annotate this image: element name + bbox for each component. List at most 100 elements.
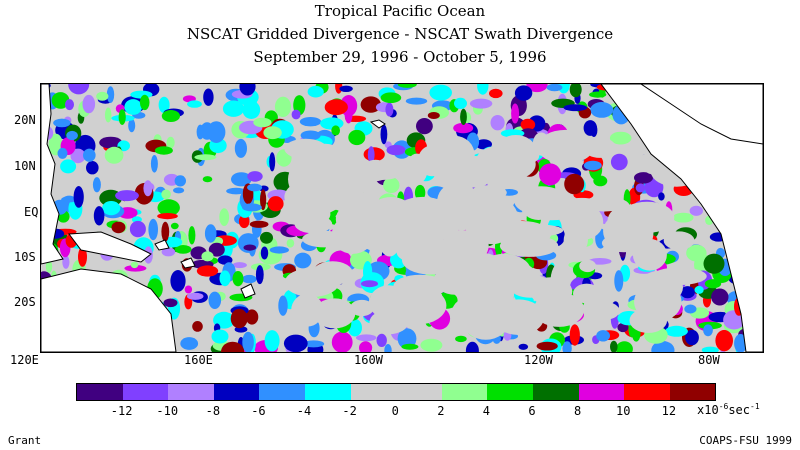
divergence-patch bbox=[118, 109, 126, 125]
divergence-patch bbox=[475, 139, 492, 150]
neutral-patch bbox=[302, 230, 347, 248]
units-base: x10 bbox=[697, 403, 719, 417]
divergence-patch bbox=[689, 205, 703, 216]
divergence-patch bbox=[303, 340, 325, 348]
divergence-patch bbox=[596, 330, 610, 342]
divergence-patch bbox=[247, 171, 263, 182]
legend-swatch bbox=[350, 384, 397, 400]
divergence-patch bbox=[665, 325, 688, 337]
divergence-patch bbox=[454, 97, 467, 109]
legend-tick-label: 10 bbox=[616, 404, 631, 418]
divergence-patch bbox=[208, 291, 222, 309]
legend-swatch bbox=[168, 384, 214, 400]
divergence-patch bbox=[589, 91, 607, 98]
divergence-patch bbox=[684, 304, 697, 314]
divergence-patch bbox=[238, 214, 250, 229]
legend-swatch bbox=[122, 384, 169, 400]
divergence-patch bbox=[161, 221, 170, 242]
divergence-patch bbox=[187, 100, 202, 108]
neutral-patch bbox=[470, 185, 507, 201]
divergence-patch bbox=[376, 333, 387, 347]
neutral-patch bbox=[416, 221, 444, 262]
divergence-patch bbox=[283, 334, 308, 352]
divergence-patch bbox=[672, 212, 694, 223]
divergence-patch bbox=[563, 104, 588, 112]
divergence-patch bbox=[380, 92, 402, 103]
legend-swatch bbox=[259, 384, 305, 400]
author-credit: Grant bbox=[8, 434, 42, 447]
divergence-patch bbox=[355, 334, 377, 342]
divergence-patch bbox=[360, 96, 381, 113]
divergence-patch bbox=[634, 172, 653, 184]
neutral-patch bbox=[613, 200, 631, 216]
divergence-patch bbox=[294, 252, 312, 269]
divergence-patch bbox=[260, 231, 273, 244]
divergence-patch bbox=[247, 183, 263, 192]
lat-label-20n: 20N bbox=[14, 113, 36, 127]
neutral-patch bbox=[537, 129, 595, 164]
neutral-patch bbox=[369, 310, 409, 335]
neutral-patch bbox=[321, 150, 367, 178]
neutral-patch bbox=[583, 137, 617, 158]
divergence-patch bbox=[96, 91, 109, 101]
divergence-patch bbox=[405, 97, 428, 105]
divergence-patch bbox=[128, 118, 136, 133]
neutral-patch bbox=[573, 283, 601, 304]
lat-label-10n: 10N bbox=[14, 159, 36, 173]
divergence-patch bbox=[477, 84, 489, 95]
landmass-hawaii bbox=[369, 119, 386, 129]
divergence-patch bbox=[526, 84, 548, 93]
divergence-patch bbox=[711, 288, 729, 306]
units-label: x10-6sec-1 bbox=[697, 402, 760, 417]
legend-swatch bbox=[578, 384, 625, 400]
legend-tick-label: -4 bbox=[296, 404, 312, 418]
lon-label-120e: 120E bbox=[10, 353, 39, 367]
divergence-patch bbox=[260, 189, 267, 211]
neutral-patch bbox=[499, 235, 559, 257]
divergence-patch bbox=[562, 341, 572, 352]
divergence-patch bbox=[194, 154, 217, 161]
neutral-patch bbox=[529, 277, 573, 306]
divergence-patch bbox=[593, 175, 608, 187]
divergence-patch bbox=[429, 84, 453, 101]
divergence-patch bbox=[157, 199, 180, 217]
divergence-patch bbox=[489, 88, 503, 99]
divergence-patch bbox=[173, 187, 185, 194]
divergence-patch bbox=[460, 108, 467, 125]
legend-swatch bbox=[532, 384, 579, 400]
divergence-patch bbox=[299, 117, 322, 127]
divergence-patch bbox=[62, 255, 70, 269]
divergence-patch bbox=[104, 146, 124, 164]
divergence-patch bbox=[469, 98, 493, 109]
divergence-patch bbox=[427, 112, 440, 119]
divergence-patch bbox=[57, 147, 68, 159]
divergence-patch bbox=[715, 329, 733, 352]
chart-title: Tropical Pacific Ocean bbox=[314, 2, 486, 20]
divergence-patch bbox=[70, 148, 86, 164]
landmass-island bbox=[154, 239, 170, 251]
divergence-patch bbox=[686, 244, 707, 262]
divergence-patch bbox=[583, 160, 602, 171]
divergence-patch bbox=[583, 120, 597, 136]
units-tail-exponent: -1 bbox=[750, 402, 760, 411]
legend-swatch bbox=[304, 384, 351, 400]
divergence-patch bbox=[704, 279, 722, 289]
divergence-patch bbox=[207, 121, 226, 143]
divergence-patch bbox=[222, 100, 245, 117]
chart-subtitle: NSCAT Gridded Divergence - NSCAT Swath D… bbox=[186, 25, 614, 43]
divergence-patch bbox=[150, 155, 158, 173]
divergence-patch bbox=[232, 262, 247, 269]
divergence-patch bbox=[174, 245, 192, 254]
divergence-patch bbox=[86, 161, 99, 175]
neutral-patch bbox=[431, 159, 457, 178]
divergence-patch bbox=[307, 85, 324, 98]
divergence-patch bbox=[104, 107, 112, 123]
divergence-patch bbox=[536, 341, 558, 351]
neutral-patch bbox=[313, 298, 356, 329]
landmass-island bbox=[180, 257, 196, 269]
divergence-patch bbox=[274, 96, 292, 117]
date-range: September 29, 1996 - October 5, 1996 bbox=[253, 48, 547, 66]
divergence-patch bbox=[590, 102, 614, 118]
legend-swatch bbox=[669, 384, 716, 400]
divergence-patch bbox=[359, 341, 373, 352]
